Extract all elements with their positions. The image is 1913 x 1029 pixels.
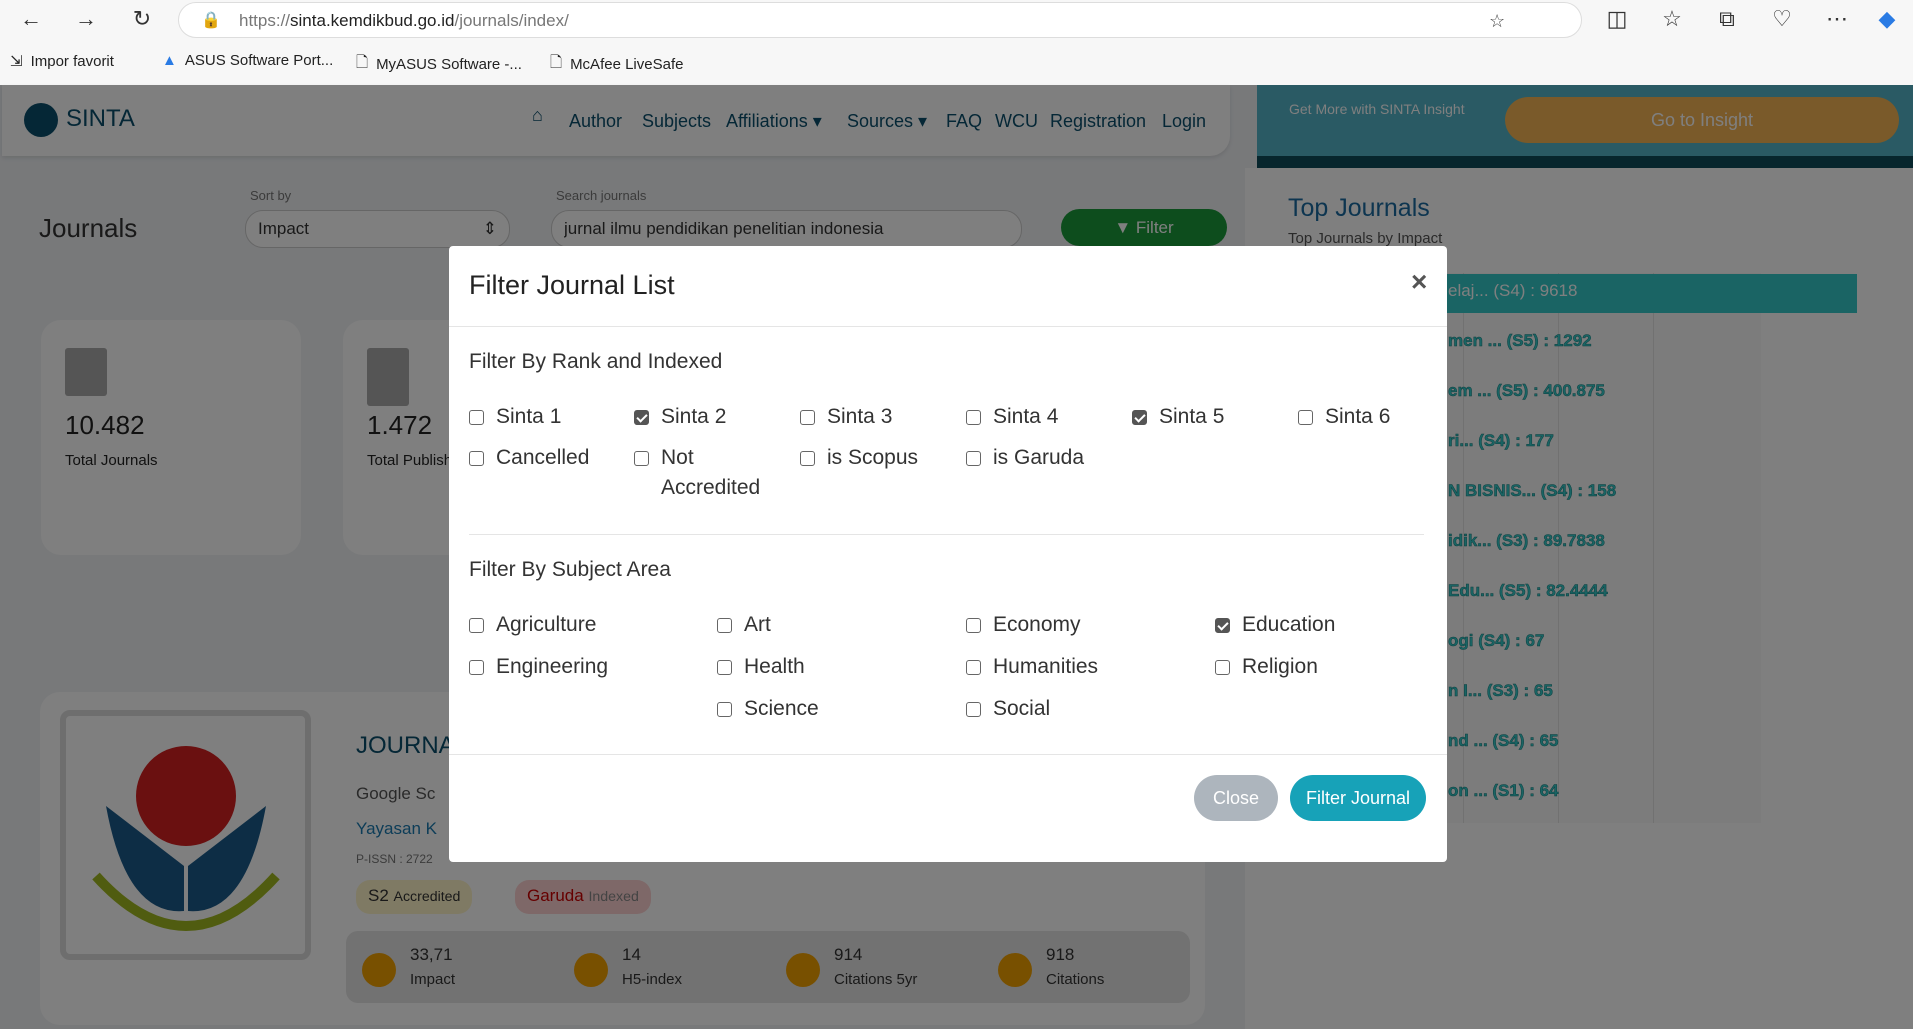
checkbox-label: Economy [993,613,1081,636]
rank-heading: Filter By Rank and Indexed [469,350,723,373]
subject-checkbox-economy[interactable]: Economy [966,610,1081,640]
rank-checkbox-cancelled[interactable]: Cancelled [469,443,589,473]
refresh-icon[interactable]: ↻ [132,6,152,31]
bookmark-label: Impor favorit [30,52,114,70]
close-icon[interactable]: × [1411,266,1428,297]
checkbox-label: is Scopus [827,446,919,469]
back-icon[interactable]: ← [20,6,42,31]
divider [449,754,1447,755]
rank-checkbox-sinta-6[interactable]: Sinta 6 [1298,402,1390,432]
checkbox[interactable] [800,451,815,466]
rank-checkbox-is-garuda[interactable]: is Garuda [966,443,1084,473]
rank-checkbox-sinta-4[interactable]: Sinta 4 [966,402,1058,432]
subject-checkbox-health[interactable]: Health [717,652,805,682]
checkbox[interactable] [717,702,732,717]
checkbox[interactable] [717,660,732,675]
bookmark-mcafee[interactable]: 🗋 McAfee LiveSafe [550,52,683,77]
checkbox-label: Art [744,613,771,636]
checkbox[interactable] [634,410,649,425]
filter-journal-button[interactable]: Filter Journal [1290,775,1426,821]
checkbox-label: Science [744,697,819,720]
star-icon[interactable]: ☆ [1489,11,1506,31]
checkbox[interactable] [717,618,732,633]
checkbox-label: Religion [1242,655,1318,678]
checkbox-label: Sinta 1 [496,405,562,428]
checkbox-label: Engineering [496,655,609,678]
modal-title: Filter Journal List [469,270,675,300]
checkbox-label: Not Accredited [661,446,761,499]
checkbox-label: Health [744,655,805,678]
split-screen-icon[interactable]: ◫ [1606,6,1628,31]
rank-checkbox-sinta-5[interactable]: Sinta 5 [1132,402,1224,432]
subject-checkbox-social[interactable]: Social [966,694,1050,724]
bookmark-label: McAfee LiveSafe [570,56,684,73]
bookmark-label: ASUS Software Port... [184,52,334,69]
url-host: sinta.kemdikbud.go.id [290,11,455,30]
address-bar[interactable]: 🔒 https://sinta.kemdikbud.go.id/journals… [178,2,1582,38]
checkbox-label: Sinta 2 [661,405,727,428]
rank-checkbox-sinta-1[interactable]: Sinta 1 [469,402,561,432]
divider [449,326,1447,327]
checkbox[interactable] [469,660,484,675]
browser-chrome: ← → ↻ 🔒 https://sinta.kemdikbud.go.id/jo… [0,0,1913,85]
checkbox-label: Education [1242,613,1336,636]
subject-checkbox-agriculture[interactable]: Agriculture [469,610,596,640]
subject-checkbox-humanities[interactable]: Humanities [966,652,1098,682]
subject-checkbox-engineering[interactable]: Engineering [469,652,608,682]
bookmark-myasus[interactable]: 🗋 MyASUS Software -... [356,52,522,77]
close-button[interactable]: Close [1194,775,1278,821]
copilot-icon[interactable]: ◆ [1878,6,1896,31]
import-icon: ⇲ [10,53,23,70]
bookmark-import[interactable]: ⇲ Impor favorit [10,52,114,71]
more-icon[interactable]: ⋯ [1826,6,1848,31]
rank-checkbox-sinta-3[interactable]: Sinta 3 [800,402,892,432]
checkbox[interactable] [800,410,815,425]
checkbox[interactable] [1215,618,1230,633]
checkbox-label: Agriculture [496,613,597,636]
forward-icon[interactable]: → [75,6,97,31]
checkbox-label: is Garuda [993,446,1085,469]
collections-icon[interactable]: ⧉ [1719,6,1735,31]
bookmark-label: MyASUS Software -... [376,56,522,73]
health-icon[interactable]: ♡ [1772,6,1792,31]
checkbox[interactable] [1298,410,1313,425]
rank-checkbox-not-accredited[interactable]: Not Accredited [634,443,761,503]
asus-icon: ▲ [162,52,177,69]
checkbox-label: Sinta 3 [827,405,893,428]
checkbox[interactable] [1215,660,1230,675]
page-icon: 🗋 [550,54,563,71]
rank-checkbox-sinta-2[interactable]: Sinta 2 [634,402,726,432]
checkbox-label: Humanities [993,655,1099,678]
checkbox[interactable] [966,618,981,633]
checkbox[interactable] [1132,410,1147,425]
subject-heading: Filter By Subject Area [469,558,671,581]
divider [469,534,1424,535]
checkbox[interactable] [966,702,981,717]
checkbox[interactable] [966,660,981,675]
subject-checkbox-education[interactable]: Education [1215,610,1335,640]
subject-checkbox-art[interactable]: Art [717,610,771,640]
checkbox[interactable] [469,618,484,633]
page-icon: 🗋 [356,54,369,71]
subject-checkbox-science[interactable]: Science [717,694,819,724]
checkbox-label: Sinta 6 [1325,405,1391,428]
checkbox-label: Sinta 4 [993,405,1059,428]
checkbox[interactable] [469,451,484,466]
bookmark-asus[interactable]: ▲ ASUS Software Port... [162,52,333,69]
checkbox[interactable] [469,410,484,425]
checkbox-label: Sinta 5 [1159,405,1225,428]
checkbox[interactable] [634,451,649,466]
checkbox-label: Social [993,697,1051,720]
url-path: /journals/index/ [454,11,569,30]
rank-checkbox-is-scopus[interactable]: is Scopus [800,443,918,473]
checkbox[interactable] [966,451,981,466]
checkbox-label: Cancelled [496,446,590,469]
checkbox[interactable] [966,410,981,425]
filter-modal: Filter Journal List × Filter By Rank and… [449,246,1447,862]
subject-checkbox-religion[interactable]: Religion [1215,652,1318,682]
url-prefix: https:// [239,11,291,30]
lock-icon: 🔒 [201,12,221,29]
favorites-icon[interactable]: ☆ [1662,6,1682,31]
